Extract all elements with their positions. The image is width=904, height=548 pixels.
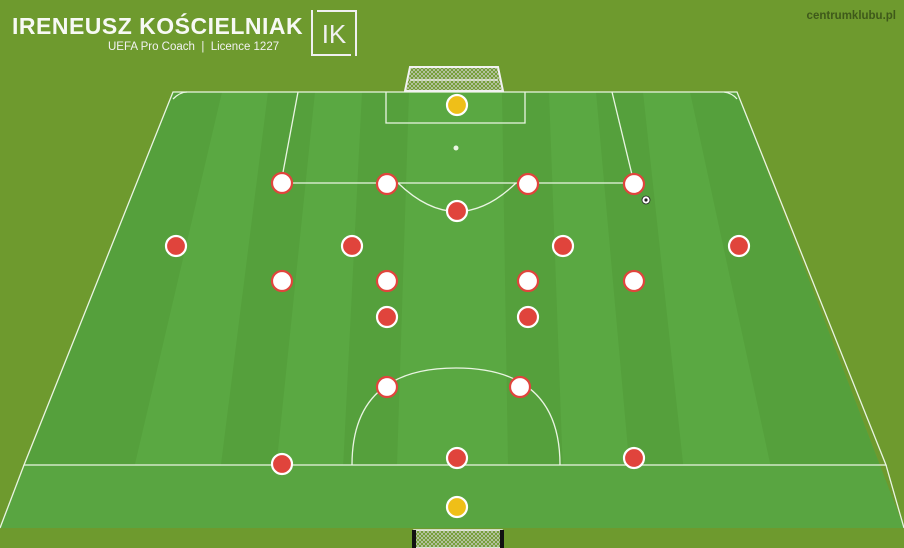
- center-circle: [351, 367, 561, 466]
- player-marker-p-19[interactable]: [445, 446, 469, 470]
- player-marker-gk-bottom[interactable]: [445, 495, 469, 519]
- soccer-ball-icon: [641, 195, 651, 205]
- goal-area: [385, 92, 526, 124]
- penalty-area: [280, 91, 635, 184]
- player-marker-p-17[interactable]: [508, 375, 532, 399]
- player-marker-p-18[interactable]: [270, 452, 294, 476]
- corner-arc-left: [172, 91, 188, 100]
- player-marker-p-02[interactable]: [375, 172, 399, 196]
- coach-subtitle: UEFA Pro Coach | Licence 1227: [108, 41, 280, 53]
- player-marker-p-06[interactable]: [164, 234, 188, 258]
- player-marker-p-15[interactable]: [516, 305, 540, 329]
- corner-arc-right: [723, 91, 738, 100]
- goal-net-icon: [412, 529, 504, 548]
- player-marker-p-01[interactable]: [270, 171, 294, 195]
- player-marker-p-10[interactable]: [270, 269, 294, 293]
- player-marker-p-07[interactable]: [340, 234, 364, 258]
- player-marker-p-20[interactable]: [622, 446, 646, 470]
- player-marker-p-16[interactable]: [375, 375, 399, 399]
- player-marker-p-14[interactable]: [375, 305, 399, 329]
- logo-letters: IK: [322, 19, 347, 49]
- player-marker-gk-top[interactable]: [445, 93, 469, 117]
- player-marker-p-12[interactable]: [516, 269, 540, 293]
- player-marker-p-08[interactable]: [551, 234, 575, 258]
- players: [164, 93, 751, 519]
- coach-name: IRENEUSZ KOŚCIELNIAK: [12, 13, 304, 39]
- player-marker-p-13[interactable]: [622, 269, 646, 293]
- goal-net-icon: [403, 66, 505, 92]
- pitch-surface: [0, 92, 904, 528]
- ik-monogram-logo: IK: [311, 10, 357, 56]
- player-marker-p-05[interactable]: [445, 199, 469, 223]
- player-marker-p-03[interactable]: [516, 172, 540, 196]
- website-label[interactable]: centrumklubu.pl: [806, 10, 896, 22]
- player-marker-p-11[interactable]: [375, 269, 399, 293]
- player-marker-p-09[interactable]: [727, 234, 751, 258]
- player-marker-p-04[interactable]: [622, 172, 646, 196]
- penalty-spot: [453, 145, 459, 151]
